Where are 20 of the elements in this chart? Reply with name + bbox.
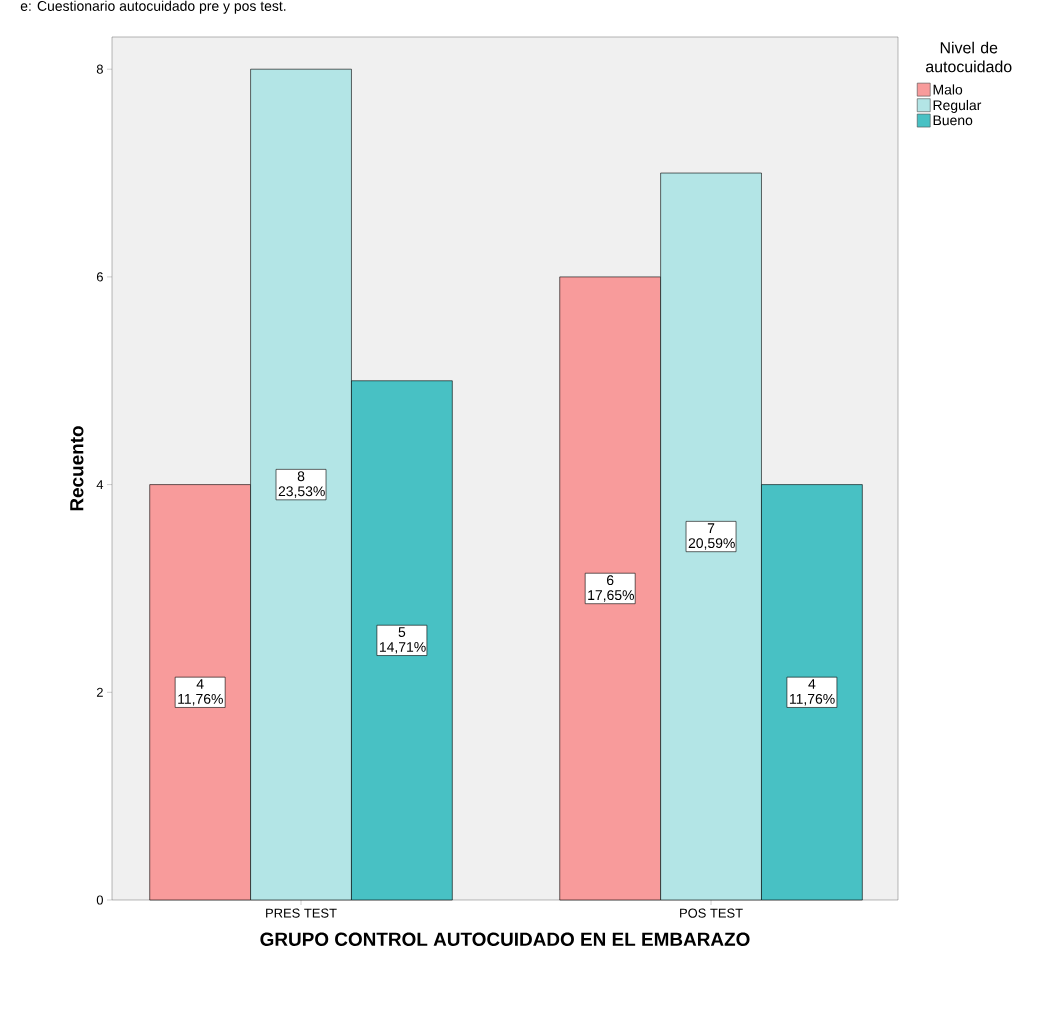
x-axis-title: GRUPO CONTROL AUTOCUIDADO EN EL EMBARAZO: [260, 932, 750, 946]
data-label: 4 11,76%: [789, 679, 835, 706]
y-axis-title: Recuento: [70, 426, 84, 511]
y-tick-label: 8: [96, 64, 103, 74]
legend-title: Nivel de autocuidado: [925, 41, 1012, 73]
data-label: 5 14,71%: [379, 627, 426, 654]
legend-label: Bueno: [933, 115, 973, 126]
y-tick-label: 0: [96, 895, 103, 905]
data-label: 4 11,76%: [178, 679, 223, 706]
legend-label: Regular: [933, 99, 982, 113]
data-label: 6 17,65%: [588, 575, 634, 602]
y-tick-label: 4: [96, 480, 104, 490]
text: e: Cuestionario autocuidado pre y pos test.: [20, 0, 286, 14]
data-label: 8 23,53%: [278, 471, 325, 498]
data-label: 7 20,59%: [688, 523, 735, 550]
y-tick-label: 6: [96, 272, 103, 282]
y-tick-label: 2: [96, 687, 103, 697]
x-tick-label: PRES TEST: [266, 908, 337, 918]
legend-label: Malo: [933, 84, 963, 95]
x-tick-label: POS TEST: [680, 908, 743, 918]
